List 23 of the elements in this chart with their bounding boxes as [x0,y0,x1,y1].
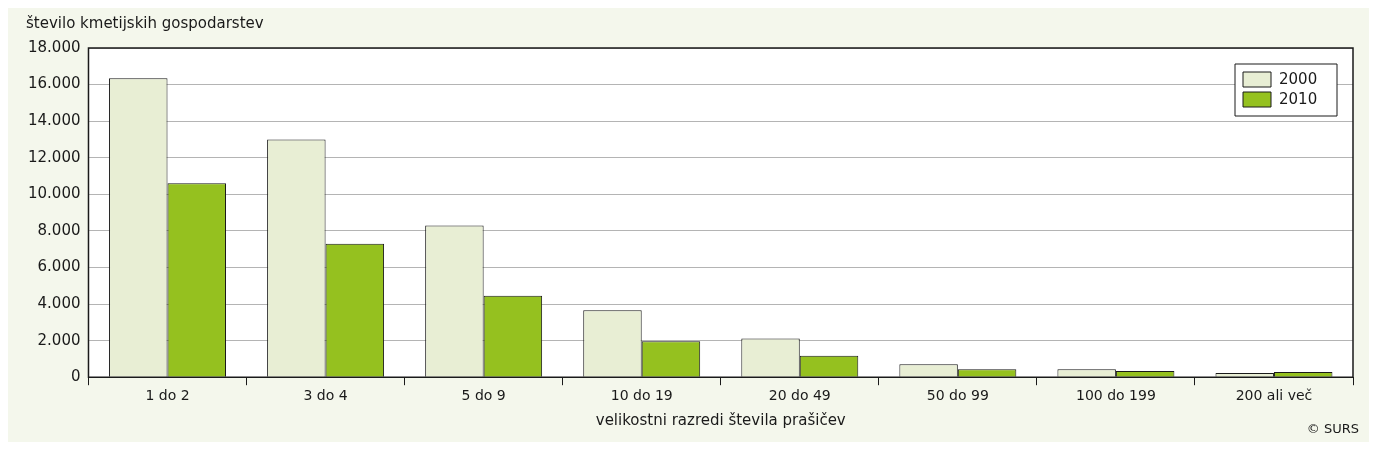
y-tick-label: 16.000 [27,74,81,93]
y-tick-label: 8.000 [37,220,81,239]
y-tick-label: 10.000 [27,184,81,203]
y-tick-label: 12.000 [27,147,81,166]
x-tick-label: 20 do 49 [768,387,831,404]
x-tick-label: 10 do 19 [610,387,673,404]
y-axis-title: število kmetijskih gospodarstev [26,14,264,33]
x-tick-label: 3 do 4 [303,387,348,404]
legend-label: 2000 [1279,69,1318,88]
y-tick-label: 0 [70,367,81,386]
y-tick-label: 2.000 [37,330,81,349]
y-tick-label: 18.000 [27,37,81,56]
x-axis-title: velikostni razredi števila prašičev [595,410,846,429]
x-tick-label: 50 do 99 [926,387,989,404]
y-tick-label: 14.000 [27,111,81,130]
legend-label: 2010 [1279,89,1318,108]
y-tick-label: 4.000 [37,293,81,312]
text: © SURS [1306,420,1359,436]
y-tick-label: 6.000 [37,257,81,276]
x-tick-label: 100 do 199 [1076,387,1156,404]
x-tick-label: 200 ali več [1235,387,1313,404]
x-tick-label: 5 do 9 [461,387,506,404]
x-tick-label: 1 do 2 [145,387,190,404]
